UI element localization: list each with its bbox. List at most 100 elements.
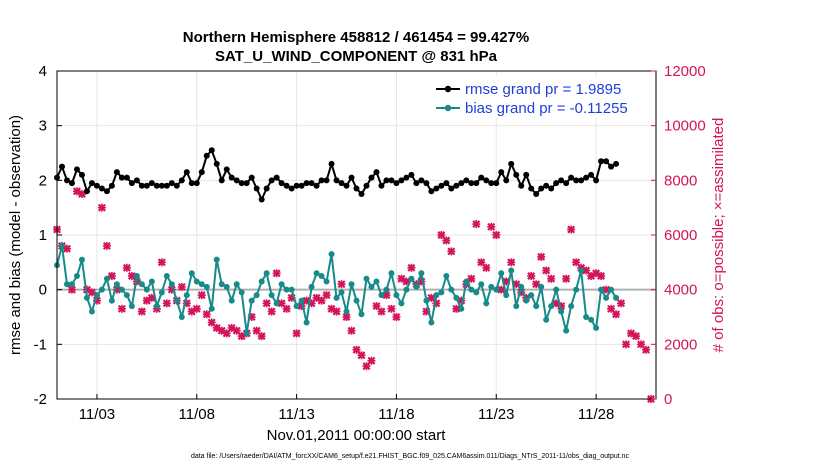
bias-point: [78, 256, 85, 263]
obs-marker: [612, 310, 621, 319]
bias-point: [333, 294, 340, 301]
rmse-point: [123, 174, 130, 181]
bias-point: [363, 275, 370, 282]
obs-marker: [622, 340, 631, 349]
rmse-point: [393, 180, 400, 187]
rmse-point: [353, 185, 360, 192]
bias-point: [328, 251, 335, 258]
obs-marker: [527, 272, 536, 280]
y-axis-right-label: # of obs: o=possible; ×=assimilated: [710, 118, 727, 353]
obs-marker: [642, 345, 651, 354]
rmse-point: [453, 182, 460, 189]
rmse-point: [578, 177, 585, 184]
bias-point: [488, 283, 495, 290]
rmse-point: [238, 180, 245, 187]
bias-point: [353, 297, 360, 304]
rmse-point: [308, 180, 315, 187]
y-left-tick-label: -1: [34, 336, 47, 353]
obs-marker: [137, 307, 146, 316]
bias-point: [388, 270, 395, 277]
obs-marker: [487, 222, 496, 231]
bias-series: [54, 242, 620, 337]
rmse-point: [448, 185, 455, 192]
rmse-point: [588, 171, 595, 178]
obs-marker: [567, 225, 576, 234]
rmse-line: [56, 148, 617, 202]
y-right-tick-label: 12000: [664, 63, 706, 80]
bias-point: [233, 281, 240, 288]
bias-point: [448, 286, 455, 293]
rmse-point: [168, 180, 175, 187]
obs-marker: [452, 304, 461, 313]
bias-point: [553, 286, 560, 293]
chart-title-line2: SAT_U_WIND_COMPONENT @ 831 hPa: [215, 48, 498, 65]
obs-marker: [607, 304, 616, 313]
rmse-point: [148, 180, 155, 187]
obs-marker: [507, 258, 516, 267]
bias-point: [288, 286, 295, 293]
bias-point: [588, 316, 595, 323]
rmse-series: [54, 147, 620, 203]
rmse-point: [413, 180, 420, 187]
obs-marker: [117, 304, 126, 313]
rmse-point: [258, 196, 265, 203]
bias-point: [523, 297, 530, 304]
bias-point: [548, 303, 555, 310]
bias-point: [253, 292, 260, 299]
chart-title-line1: Northern Hemisphere 458812 / 461454 = 99…: [183, 29, 529, 46]
bias-point: [533, 303, 540, 310]
bias-point: [168, 281, 175, 288]
x-tick-label: 11/03: [79, 406, 115, 423]
bias-point: [398, 300, 405, 307]
obs-marker: [482, 263, 491, 272]
obs-marker: [252, 326, 261, 335]
rmse-point: [358, 191, 365, 197]
bias-point: [63, 281, 70, 288]
rmse-point: [373, 169, 380, 176]
bias-point: [343, 308, 350, 315]
y-axis-left-label: rmse and bias (model - observation): [7, 115, 24, 355]
legend-rmse-marker: [444, 85, 452, 93]
obs-marker: [282, 304, 291, 313]
rmse-point: [573, 177, 580, 184]
rmse-point: [283, 182, 290, 189]
rmse-point: [478, 174, 485, 181]
bias-point: [508, 267, 515, 274]
bias-point: [223, 283, 230, 290]
bias-point: [493, 286, 500, 293]
obs-marker: [377, 307, 386, 316]
bias-point: [578, 267, 585, 274]
rmse-point: [438, 182, 445, 189]
obs-marker: [367, 356, 376, 365]
bias-point: [88, 308, 95, 315]
rmse-point: [483, 177, 490, 184]
bias-point: [478, 281, 485, 288]
bias-point: [408, 275, 415, 282]
y-left-tick-label: 3: [39, 118, 47, 135]
rmse-point: [203, 152, 210, 159]
rmse-point: [268, 177, 275, 184]
rmse-point: [613, 160, 620, 167]
rmse-point: [113, 169, 120, 176]
obs-marker: [337, 280, 346, 289]
rmse-point: [93, 182, 100, 189]
rmse-point: [443, 180, 450, 187]
rmse-point: [508, 160, 515, 167]
obs-marker: [537, 252, 546, 261]
bias-point: [103, 275, 110, 282]
rmse-point: [298, 182, 305, 189]
bias-point: [208, 305, 215, 312]
rmse-point: [103, 188, 110, 195]
bias-point: [303, 319, 310, 326]
rmse-point: [288, 185, 295, 192]
y-right-tick-label: 4000: [664, 282, 697, 299]
bias-point: [538, 283, 545, 290]
rmse-point: [603, 158, 610, 165]
obs-marker: [357, 351, 366, 360]
obs-marker: [547, 274, 556, 283]
obs-marker: [162, 299, 171, 308]
rmse-point: [553, 180, 560, 187]
obs-marker: [542, 266, 551, 275]
rmse-point: [98, 185, 105, 192]
rmse-point: [223, 166, 230, 173]
